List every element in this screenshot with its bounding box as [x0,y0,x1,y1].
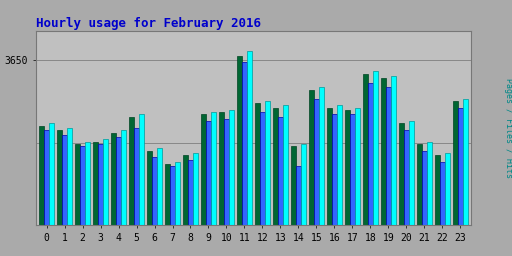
Bar [458,108,463,225]
Bar [381,78,386,225]
Bar [296,166,301,225]
Bar [255,103,260,225]
Bar [134,128,139,225]
Bar [363,74,368,225]
Text: Pages / Files / Hits: Pages / Files / Hits [504,78,512,178]
Bar [224,119,229,225]
Bar [116,137,121,225]
Bar [265,101,270,225]
Bar [49,123,54,225]
Bar [139,114,144,225]
Bar [67,128,72,225]
Bar [39,126,44,225]
Bar [319,87,324,225]
Bar [157,148,162,225]
Bar [327,108,332,225]
Bar [237,56,242,225]
Bar [350,114,355,225]
Bar [183,155,188,225]
Bar [147,151,152,225]
Bar [75,144,80,225]
Bar [62,135,67,225]
Bar [121,130,126,225]
Bar [80,146,85,225]
Bar [201,114,206,225]
Bar [309,90,314,225]
Bar [242,62,247,225]
Bar [188,160,193,225]
Bar [44,130,49,225]
Bar [463,99,468,225]
Bar [85,142,90,225]
Bar [337,105,342,225]
Bar [170,166,175,225]
Bar [391,76,396,225]
Bar [103,139,108,225]
Bar [193,153,198,225]
Bar [368,83,373,225]
Bar [301,144,306,225]
Bar [345,110,350,225]
Bar [399,123,404,225]
Bar [417,144,422,225]
Bar [219,112,224,225]
Bar [247,51,252,225]
Bar [229,110,234,225]
Bar [93,142,98,225]
Bar [273,108,278,225]
Bar [409,121,414,225]
Bar [373,71,378,225]
Bar [278,117,283,225]
Bar [386,87,391,225]
Bar [404,130,409,225]
Text: Hourly usage for February 2016: Hourly usage for February 2016 [36,17,261,29]
Bar [57,130,62,225]
Bar [445,153,450,225]
Bar [422,151,427,225]
Bar [440,162,445,225]
Bar [98,144,103,225]
Bar [355,108,360,225]
Bar [260,112,265,225]
Bar [211,112,216,225]
Bar [152,157,157,225]
Bar [111,133,116,225]
Bar [314,99,319,225]
Bar [427,142,432,225]
Bar [291,146,296,225]
Bar [283,105,288,225]
Bar [165,164,170,225]
Bar [129,117,134,225]
Bar [206,121,211,225]
Bar [435,155,440,225]
Bar [453,101,458,225]
Bar [332,114,337,225]
Bar [175,162,180,225]
